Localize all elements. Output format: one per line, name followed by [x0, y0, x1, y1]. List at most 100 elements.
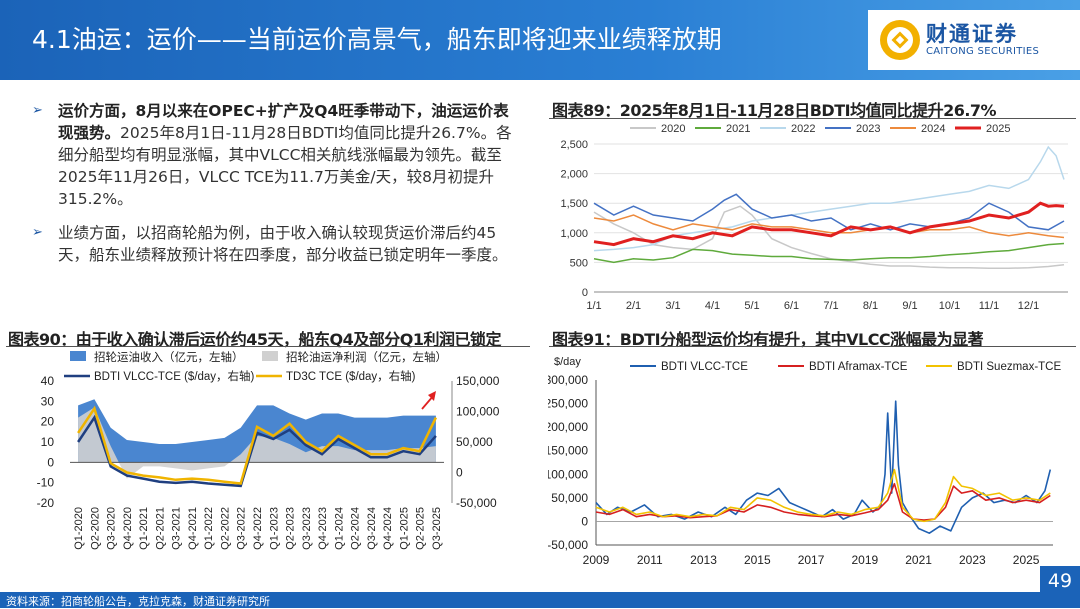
x-tick-label: 2/1 — [626, 300, 641, 312]
x-tick-label: Q4-2023 — [317, 507, 329, 550]
chart-90-cmhl-profit: -20 -10 0 10 20 30 40 -50,000 0 50,000 100,000 150,… — [37, 350, 500, 550]
series-line-2023 — [593, 193, 1065, 231]
logo-emblem-icon — [880, 20, 920, 60]
series-line-2020 — [593, 205, 1065, 270]
bullet-2-text: 业绩方面，以招商轮船为例，由于收入确认较现货运价滞后约45天，船东业绩释放预计将… — [58, 224, 508, 264]
series-line-1 — [595, 482, 1051, 521]
x-tick-label: 2011 — [637, 553, 663, 567]
y-right-tick-label: 50,000 — [456, 435, 493, 449]
y-left-tick-label: 40 — [41, 374, 55, 388]
x-tick-label: Q2-2024 — [350, 507, 362, 550]
bullet-1-text: 2025年8月1日-11月28日BDTI均值同比提升26.7%。各细分船型均有明… — [58, 124, 512, 208]
y-tick-label: 0 — [582, 287, 588, 299]
y-right-tick-label: 0 — [456, 466, 463, 480]
legend-label: BDTI VLCC-TCE — [661, 361, 748, 373]
x-tick-label: 3/1 — [665, 300, 680, 312]
x-tick-label: 2023 — [959, 553, 986, 567]
x-tick-label: 7/1 — [823, 300, 838, 312]
x-tick-label: Q4-2024 — [382, 507, 394, 550]
legend-label: 2025 — [986, 123, 1010, 135]
x-tick-label: Q2-2023 — [285, 507, 297, 550]
x-tick-label: Q3-2025 — [431, 507, 443, 550]
x-tick-label: 2013 — [690, 553, 717, 567]
y-left-tick-label: -20 — [37, 496, 55, 510]
x-tick-label: 4/1 — [705, 300, 720, 312]
legend-label: 2022 — [791, 123, 815, 135]
y-right-tick-label: -50,000 — [456, 496, 497, 510]
bullet-point-1: ➢ 运价方面，8月以来在OPEC+扩产及Q4旺季带动下，油运运价表现强势。202… — [32, 100, 514, 210]
chart-91-title: 图表91：BDTI分船型运价均有提升，其中VLCC涨幅最为显著 — [552, 330, 984, 349]
company-logo: 财通证券 CAITONG SECURITIES — [868, 10, 1080, 70]
legend-label: BDTI VLCC-TCE ($/day，右轴) — [94, 369, 255, 383]
x-tick-label: 2009 — [583, 553, 610, 567]
x-tick-label: Q4-2021 — [187, 507, 199, 550]
x-tick-label: 2019 — [851, 553, 878, 567]
series-line-2021 — [593, 242, 1065, 264]
y-tick-label: 100,000 — [548, 467, 588, 481]
series-line-f0b400 — [77, 405, 438, 485]
source-note: 资料来源：招商轮船公告，克拉克森，财通证券研究所 — [6, 595, 270, 608]
x-tick-label: 8/1 — [863, 300, 878, 312]
bullet-arrow-icon: ➢ — [32, 225, 43, 240]
series-line-2025 — [593, 201, 1065, 247]
legend-label: 2021 — [726, 123, 750, 135]
x-tick-label: Q1-2020 — [73, 507, 85, 550]
chart-90-title-rule — [6, 346, 530, 347]
x-tick-label: Q1-2021 — [138, 507, 150, 550]
x-tick-label: Q1-2024 — [333, 507, 345, 550]
logo-text-cn: 财通证券 — [926, 22, 1018, 46]
x-tick-label: 2017 — [798, 553, 825, 567]
y-left-tick-label: 20 — [41, 415, 55, 429]
x-tick-label: Q2-2022 — [220, 507, 232, 550]
bullet-point-2: ➢ 业绩方面，以招商轮船为例，由于收入确认较现货运价滞后约45天，船东业绩释放预… — [32, 222, 514, 266]
legend-swatch — [262, 351, 278, 361]
y-right-tick-label: 100,000 — [456, 405, 500, 419]
y-tick-label: 300,000 — [548, 373, 588, 387]
x-tick-label: 9/1 — [902, 300, 917, 312]
y-tick-label: 2,500 — [560, 139, 588, 151]
x-tick-label: Q3-2024 — [366, 507, 378, 550]
y-tick-label: 2,000 — [560, 169, 588, 181]
slide-title: 4.1油运：运价——当前运价高景气，船东即将迎来业绩释放期 — [32, 25, 722, 54]
chart-90-title: 图表90：由于收入确认滞后运价约45天，船东Q4及部分Q1利润已锁定 — [8, 330, 502, 349]
slide-footer: 资料来源：招商轮船公告，克拉克森，财通证券研究所 — [0, 592, 1080, 608]
legend-label: BDTI Suezmax-TCE — [957, 361, 1061, 373]
trend-arrow-head-icon — [428, 391, 436, 401]
logo-text-en: CAITONG SECURITIES — [926, 46, 1040, 57]
legend-label: 2020 — [661, 123, 685, 135]
legend-swatch — [70, 351, 86, 361]
y-tick-label: 1,000 — [560, 228, 588, 240]
chart-89-title: 图表89：2025年8月1日-11月28日BDTI均值同比提升26.7% — [552, 101, 997, 120]
y-tick-label: 250,000 — [548, 397, 588, 411]
chart-89-bdti-yoy: 0 500 1,000 1,500 2,000 2,500 1/1 2/1 3/1 4/1 5/1 6… — [560, 123, 1068, 312]
bullet-arrow-icon: ➢ — [32, 103, 43, 118]
legend-label: TD3C TCE ($/day，右轴) — [286, 369, 416, 383]
area-left-d0d0d0 — [78, 407, 436, 479]
x-tick-label: Q4-2022 — [252, 507, 264, 550]
x-tick-label: 10/1 — [939, 300, 960, 312]
y-left-tick-label: 10 — [41, 435, 55, 449]
series-line-0 — [595, 400, 1052, 534]
series-line-2 — [595, 468, 1051, 523]
x-tick-label: Q1-2022 — [203, 507, 215, 550]
y-tick-label: 150,000 — [548, 444, 588, 458]
y-left-tick-label: 30 — [41, 394, 55, 408]
slide-header: 4.1油运：运价——当前运价高景气，船东即将迎来业绩释放期 财通证券 CAITO… — [0, 0, 1080, 80]
x-tick-label: Q1-2023 — [268, 507, 280, 550]
y-tick-label: 50,000 — [551, 491, 588, 505]
y-tick-label: -50,000 — [548, 538, 588, 552]
legend-label: 2024 — [921, 123, 945, 135]
legend-label: 招轮油运净利润（亿元，左轴） — [286, 350, 447, 364]
series-line-1f3f80 — [77, 414, 437, 488]
x-tick-label: Q2-2021 — [154, 507, 166, 550]
x-tick-label: Q4-2020 — [122, 507, 134, 550]
x-tick-label: 12/1 — [1018, 300, 1039, 312]
y-left-tick-label: -10 — [37, 476, 55, 490]
legend-label: BDTI Aframax-TCE — [809, 361, 908, 373]
legend-label: 招轮运油收入（亿元，左轴） — [94, 350, 244, 364]
page-number: 49 — [1040, 566, 1080, 596]
x-tick-label: Q2-2020 — [89, 507, 101, 550]
y-tick-label: 500 — [570, 257, 588, 269]
chart-91-title-rule — [549, 346, 1076, 347]
y-right-tick-label: 150,000 — [456, 374, 500, 388]
